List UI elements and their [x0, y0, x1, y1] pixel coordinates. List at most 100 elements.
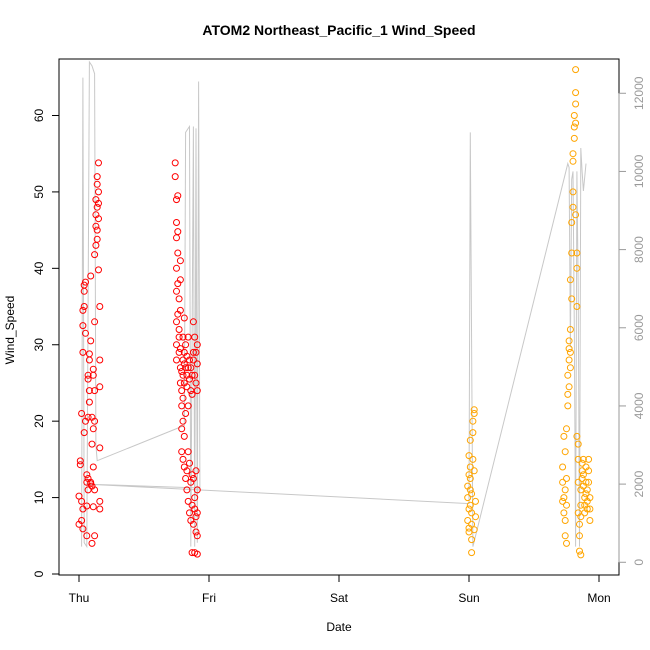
data-point [468, 549, 476, 557]
data-point [559, 463, 567, 471]
y-tick-label: 60 [32, 108, 46, 122]
data-point [89, 365, 97, 373]
data-point [570, 112, 578, 119]
data-point [563, 475, 570, 482]
y-tick-label: 50 [32, 185, 46, 199]
data-point [173, 341, 180, 349]
y-axis: 0 10 20 30 40 50 60 [32, 108, 60, 577]
data-point [468, 509, 476, 517]
data-point [83, 478, 91, 486]
data-point [470, 526, 478, 534]
data-point [82, 278, 89, 286]
data-point [179, 455, 187, 463]
series-2 [464, 406, 479, 557]
data-point [180, 360, 188, 368]
data-point [193, 360, 201, 368]
data-point [182, 475, 190, 482]
data-point [572, 119, 580, 127]
data-point [175, 333, 183, 341]
data-point [176, 257, 184, 265]
y-tick-label: 30 [32, 338, 46, 352]
data-point [93, 226, 101, 234]
data-point [93, 203, 101, 211]
data-point [79, 525, 87, 533]
data-point [565, 383, 573, 391]
data-point [192, 513, 200, 521]
y2-tick-label: 4000 [632, 392, 646, 419]
data-point [569, 188, 577, 196]
data-point [469, 429, 477, 437]
data-point [174, 192, 182, 200]
data-point [173, 264, 180, 272]
data-point [569, 203, 577, 211]
data-point [93, 173, 101, 181]
data-point [191, 371, 199, 379]
data-point [85, 387, 93, 395]
series-1 [171, 159, 201, 558]
data-point [586, 505, 594, 513]
data-point [577, 501, 585, 509]
data-point [582, 490, 590, 498]
data-point [569, 150, 577, 158]
data-point [568, 249, 576, 257]
data-point [174, 249, 182, 257]
data-point [573, 264, 581, 272]
y-axis-title: Wind_Speed [3, 296, 17, 365]
data-point [174, 228, 182, 236]
series-0 [75, 159, 104, 547]
data-point [176, 306, 184, 314]
data-point [466, 463, 474, 471]
data-point [572, 211, 580, 219]
data-point [574, 455, 582, 463]
data-point [96, 303, 104, 310]
data-point [464, 517, 472, 524]
data-point [566, 364, 574, 372]
data-point [96, 444, 104, 452]
data-point [564, 390, 572, 398]
data-point [465, 471, 473, 479]
data-point [184, 402, 192, 410]
data-point [192, 379, 200, 387]
data-point [76, 461, 84, 469]
data-point [585, 455, 593, 463]
data-point [96, 505, 104, 513]
data-point [176, 276, 184, 284]
data-point [565, 356, 573, 364]
secondary-line-layer [81, 60, 587, 549]
data-point [78, 410, 86, 417]
data-point [93, 180, 101, 188]
data-point [175, 295, 183, 303]
data-point [568, 295, 576, 303]
data-point [470, 406, 478, 414]
data-point [179, 417, 187, 425]
data-point [89, 503, 97, 511]
data-point [96, 383, 104, 391]
data-point [466, 436, 474, 444]
data-point [572, 100, 580, 108]
data-point [87, 272, 95, 280]
x-tick-label: Mon [587, 591, 610, 605]
y-tick-label: 10 [32, 491, 46, 505]
data-point [83, 502, 91, 510]
data-point [180, 432, 188, 440]
data-point [579, 471, 587, 479]
data-point [470, 410, 478, 417]
data-point [78, 497, 86, 505]
data-point [566, 276, 574, 284]
data-point [179, 394, 187, 402]
data-point [189, 520, 197, 528]
data-point [92, 222, 100, 230]
data-point [563, 539, 570, 547]
data-point [95, 188, 102, 196]
x-axis: Thu Fri Sat Sun Mon [69, 574, 611, 605]
data-point [561, 448, 569, 456]
data-point [184, 497, 192, 505]
data-point [187, 364, 195, 372]
chart-title: ATOM2 Northeast_Pacific_1 Wind_Speed [202, 22, 475, 38]
data-point [178, 368, 186, 375]
x-tick-label: Sat [330, 591, 349, 605]
data-point [468, 490, 476, 498]
data-point [192, 528, 200, 536]
